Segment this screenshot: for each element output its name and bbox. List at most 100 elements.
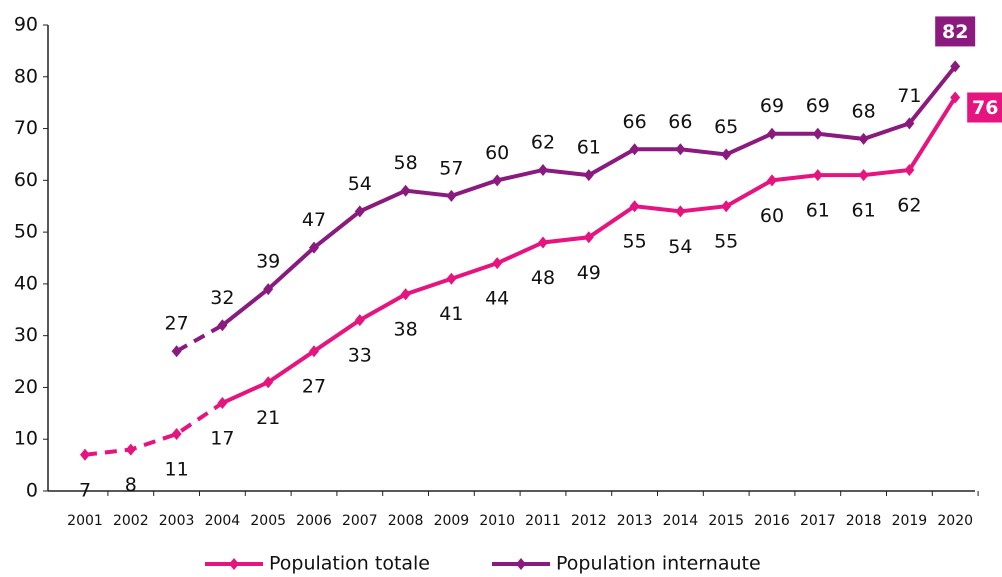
legend-marker	[229, 558, 239, 570]
value-label: 55	[714, 231, 738, 253]
x-tick-label: 2006	[296, 513, 332, 529]
x-tick-label: 2005	[250, 513, 286, 529]
marker	[583, 231, 594, 244]
marker	[904, 163, 915, 176]
marker	[171, 345, 182, 358]
marker	[812, 169, 823, 182]
marker	[446, 189, 457, 202]
marker	[171, 428, 182, 441]
y-tick-label: 90	[14, 14, 38, 36]
marker	[217, 319, 228, 332]
value-label: 71	[897, 85, 921, 107]
marker	[629, 200, 640, 213]
value-label: 8	[125, 474, 137, 496]
x-tick-label: 2003	[159, 513, 195, 529]
value-label: 32	[210, 287, 234, 309]
value-label: 60	[760, 205, 784, 227]
value-label: 82	[942, 21, 968, 43]
x-tick-label: 2018	[846, 513, 882, 529]
value-label: 69	[760, 95, 784, 117]
value-label: 66	[668, 111, 692, 133]
value-label: 47	[302, 209, 326, 231]
marker	[950, 91, 961, 104]
x-tick-label: 2017	[800, 513, 836, 529]
x-tick-label: 2011	[525, 513, 561, 529]
marker	[309, 241, 319, 254]
marker	[400, 184, 411, 197]
marker	[309, 345, 319, 358]
legend-label: Population internaute	[556, 553, 761, 575]
value-label: 21	[256, 407, 280, 429]
marker	[629, 143, 640, 156]
marker	[767, 127, 777, 140]
x-tick-label: 2019	[892, 513, 928, 529]
x-tick-label: 2020	[937, 513, 973, 529]
marker	[446, 272, 457, 285]
x-tick-label: 2001	[67, 513, 103, 529]
y-tick-label: 70	[14, 117, 38, 139]
marker	[217, 396, 228, 409]
marker	[675, 143, 686, 156]
value-label: 76	[972, 97, 998, 119]
marker	[125, 443, 136, 456]
value-label: 49	[577, 262, 601, 284]
marker	[354, 205, 365, 218]
y-tick-label: 20	[14, 376, 38, 398]
marker	[858, 132, 869, 145]
value-label: 55	[623, 231, 647, 253]
value-label: 62	[897, 194, 921, 216]
marker	[904, 117, 915, 130]
x-tick-label: 2002	[113, 513, 149, 529]
x-tick-label: 2013	[617, 513, 653, 529]
marker	[354, 314, 365, 327]
value-label: 27	[165, 313, 189, 335]
marker	[583, 169, 594, 182]
x-tick-label: 2012	[571, 513, 607, 529]
marker	[721, 200, 732, 213]
y-tick-label: 40	[14, 272, 38, 294]
value-label: 57	[439, 157, 463, 179]
marker	[812, 127, 823, 140]
marker	[950, 60, 961, 73]
legend-label: Population totale	[269, 553, 430, 575]
marker	[538, 163, 548, 176]
marker	[538, 236, 548, 249]
marker	[400, 288, 411, 301]
marker	[263, 376, 274, 389]
value-label: 54	[348, 173, 372, 195]
value-label: 38	[394, 319, 418, 341]
value-label: 62	[531, 131, 555, 153]
y-tick-label: 10	[14, 428, 38, 450]
value-label: 60	[485, 142, 509, 164]
legend-marker	[516, 558, 526, 570]
marker	[263, 283, 274, 296]
value-label: 54	[668, 236, 692, 258]
value-label-box	[935, 16, 976, 47]
value-label: 11	[165, 459, 189, 481]
x-tick-label: 2010	[479, 513, 515, 529]
x-tick-label: 2004	[205, 513, 241, 529]
value-label: 61	[806, 200, 830, 222]
value-label: 39	[256, 251, 280, 273]
x-tick-label: 2015	[708, 513, 744, 529]
value-label: 44	[485, 288, 509, 310]
marker	[492, 174, 503, 187]
y-tick-label: 80	[14, 65, 38, 87]
value-label: 61	[852, 200, 876, 222]
marker	[80, 448, 90, 461]
value-label: 68	[852, 100, 876, 122]
value-label: 65	[714, 116, 738, 138]
y-tick-label: 60	[14, 169, 38, 191]
line	[221, 65, 957, 327]
x-tick-label: 2014	[663, 513, 699, 529]
marker	[492, 257, 503, 270]
value-label: 66	[623, 111, 647, 133]
marker	[858, 169, 869, 182]
value-label: 7	[79, 479, 91, 501]
line-dashed	[175, 323, 224, 353]
marker	[767, 174, 777, 187]
value-label: 48	[531, 267, 555, 289]
x-tick-label: 2008	[388, 513, 424, 529]
value-label: 17	[210, 427, 234, 449]
